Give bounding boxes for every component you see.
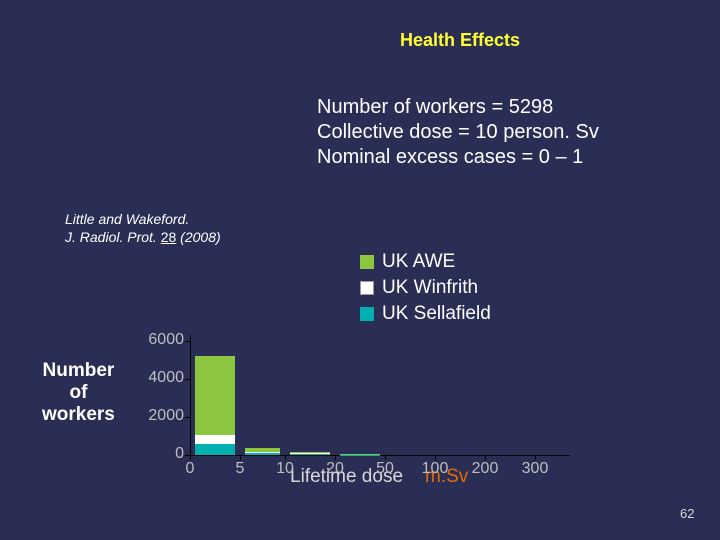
page-heading: Health Effects (400, 30, 520, 51)
bar-segment-winfrith (195, 435, 235, 444)
bar-segment-awe (340, 454, 380, 455)
bar-segment-awe (290, 452, 330, 454)
citation-line: Little and Wakeford. (65, 210, 221, 228)
legend-item-sellafield: UK Sellafield (360, 302, 491, 326)
y-tick-label: 4000 (142, 369, 184, 387)
y-tick (185, 379, 190, 380)
summary-line: Nominal excess cases = 0 – 1 (317, 145, 599, 170)
legend-item-winfrith: UK Winfrith (360, 276, 491, 300)
y-tick-label: 6000 (142, 331, 184, 349)
page-number: 62 (680, 506, 694, 521)
x-tick-label: 200 (469, 460, 501, 478)
x-tick-label: 0 (174, 460, 206, 478)
x-tick-label: 20 (319, 460, 351, 478)
x-tick-label: 10 (269, 460, 301, 478)
x-tick-label: 50 (369, 460, 401, 478)
summary-line: Number of workers = 5298 (317, 95, 599, 120)
y-axis-line (190, 335, 191, 455)
legend-swatch-winfrith (360, 281, 374, 295)
legend-item-awe: UK AWE (360, 250, 491, 274)
y-tick (185, 417, 190, 418)
legend-swatch-sellafield (360, 307, 374, 321)
bar-segment-sellafield (195, 444, 235, 455)
bar-segment-awe (195, 356, 235, 435)
summary-block: Number of workers = 5298Collective dose … (317, 95, 599, 170)
citation: Little and Wakeford.J. Radiol. Prot. 28 … (65, 210, 221, 246)
legend-label: UK Winfrith (382, 276, 478, 300)
legend-label: UK Sellafield (382, 302, 491, 326)
legend-label: UK AWE (382, 250, 455, 274)
y-tick-label: 2000 (142, 407, 184, 425)
bar-segment-winfrith (245, 452, 280, 453)
legend-swatch-awe (360, 255, 374, 269)
x-tick-label: 300 (519, 460, 551, 478)
bar-segment-winfrith (290, 453, 330, 454)
x-tick-label: 100 (419, 460, 451, 478)
bar-segment-sellafield (290, 454, 330, 455)
x-tick-label: 5 (224, 460, 256, 478)
bar-segment-sellafield (245, 453, 280, 455)
x-axis-line (190, 455, 570, 456)
legend: UK AWEUK WinfrithUK Sellafield (360, 250, 491, 328)
bar-segment-awe (245, 448, 280, 453)
citation-line: J. Radiol. Prot. 28 (2008) (65, 228, 221, 246)
summary-line: Collective dose = 10 person. Sv (317, 120, 599, 145)
y-axis-label: Numberofworkers (42, 360, 115, 426)
y-tick (185, 341, 190, 342)
